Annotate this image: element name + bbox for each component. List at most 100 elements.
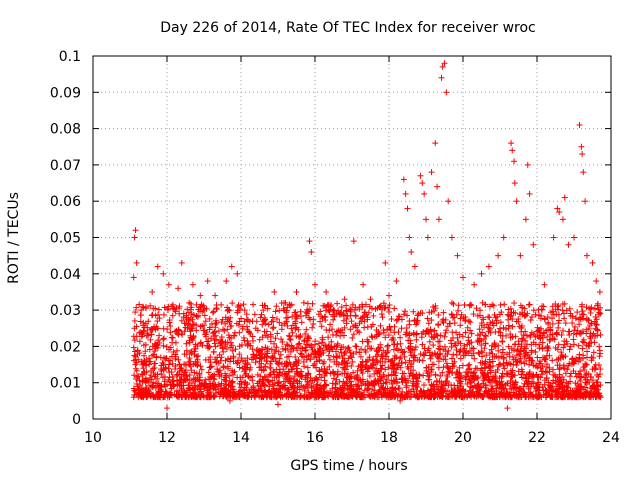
data-point-cloud	[160, 335, 167, 342]
data-point-cloud	[556, 311, 563, 318]
data-point-cloud	[567, 373, 574, 380]
data-point-cloud	[338, 304, 345, 311]
data-point-cloud	[173, 347, 180, 354]
data-point	[509, 147, 516, 154]
data-point-cloud	[432, 372, 439, 379]
data-point-cloud	[584, 348, 591, 355]
data-point-cloud	[269, 325, 276, 332]
data-point	[154, 263, 161, 270]
data-point-cloud	[457, 355, 464, 362]
data-point-cloud	[197, 323, 204, 330]
data-point-cloud	[137, 312, 144, 319]
data-point-cloud	[253, 318, 260, 325]
data-point	[406, 234, 413, 241]
data-point-cloud	[241, 337, 248, 344]
data-point-cloud	[579, 308, 586, 315]
y-tick-label: 0.03	[50, 303, 81, 319]
data-point	[306, 238, 313, 245]
data-point-cloud	[347, 326, 354, 333]
data-point-cloud	[413, 336, 420, 343]
data-point-cloud	[511, 341, 518, 348]
y-axis-label: ROTI / TECUs	[6, 192, 22, 284]
data-point-cloud	[303, 326, 310, 333]
data-point	[131, 234, 138, 241]
data-point-cloud	[172, 339, 179, 346]
data-point	[485, 263, 492, 270]
data-point-cloud	[379, 314, 386, 321]
data-point-cloud	[168, 334, 175, 341]
data-point-cloud	[555, 320, 562, 327]
data-point	[421, 190, 428, 197]
data-point-cloud	[149, 311, 156, 318]
data-point-cloud	[213, 302, 220, 309]
data-point	[367, 296, 374, 303]
data-point-cloud	[391, 305, 398, 312]
data-point-cloud	[440, 364, 447, 371]
data-point-cloud	[297, 350, 304, 357]
data-point-cloud	[585, 325, 592, 332]
data-point-cloud	[513, 362, 520, 369]
data-point-cloud	[262, 382, 269, 389]
data-point-cloud	[574, 381, 581, 388]
data-point-cloud	[356, 329, 363, 336]
data-point-cloud	[220, 348, 227, 355]
data-point-cloud	[546, 352, 553, 359]
data-point	[234, 270, 241, 277]
data-point-cloud	[183, 340, 190, 347]
x-axis-label: GPS time / hours	[290, 458, 407, 474]
data-point	[593, 278, 600, 285]
data-point	[508, 140, 515, 147]
data-point-cloud	[273, 303, 280, 310]
data-point-cloud	[240, 334, 247, 341]
data-point	[445, 198, 452, 205]
data-point	[428, 169, 435, 176]
data-point	[526, 190, 533, 197]
data-point-cloud	[212, 324, 219, 331]
data-point-cloud	[131, 372, 138, 379]
data-point-cloud	[175, 356, 182, 363]
x-tick-label: 10	[84, 430, 102, 446]
data-point-cloud	[439, 369, 446, 376]
y-tick-label: 0.07	[50, 158, 81, 174]
data-point	[559, 216, 566, 223]
data-point-cloud	[564, 366, 571, 373]
data-point-cloud	[512, 333, 519, 340]
data-point-cloud	[562, 370, 569, 377]
data-point-cloud	[464, 324, 471, 331]
data-point-cloud	[501, 301, 508, 308]
data-point-cloud	[542, 355, 549, 362]
data-point	[130, 274, 137, 281]
data-point	[411, 263, 418, 270]
data-point	[448, 234, 455, 241]
data-point-cloud	[440, 309, 447, 316]
y-tick-label: 0.01	[50, 376, 81, 392]
data-point-cloud	[156, 332, 163, 339]
data-point-cloud	[149, 352, 156, 359]
data-point-cloud	[448, 299, 455, 306]
chart-title: Day 226 of 2014, Rate Of TEC Index for r…	[160, 20, 536, 36]
data-point	[460, 274, 466, 281]
data-point-cloud	[443, 327, 450, 334]
data-point	[478, 270, 485, 277]
data-point-cloud	[148, 331, 155, 338]
data-point-cloud	[425, 376, 432, 383]
data-point-cloud	[511, 300, 518, 307]
data-point-cloud	[465, 334, 472, 341]
data-point	[175, 285, 182, 292]
data-point-cloud	[462, 329, 469, 336]
x-tick-label: 22	[528, 430, 546, 446]
data-point-cloud	[329, 326, 336, 333]
data-point-cloud	[594, 326, 601, 333]
data-point	[132, 227, 139, 234]
data-point	[522, 216, 529, 223]
data-point-cloud	[309, 324, 316, 331]
data-point-cloud	[482, 332, 489, 339]
data-point	[589, 259, 596, 266]
data-point-cloud	[249, 346, 256, 353]
data-point	[164, 405, 170, 412]
data-points-layer	[130, 60, 604, 412]
data-point	[260, 307, 267, 314]
data-point-cloud	[377, 322, 384, 329]
data-point-cloud	[132, 309, 139, 316]
y-tick-label: 0.05	[50, 231, 81, 247]
